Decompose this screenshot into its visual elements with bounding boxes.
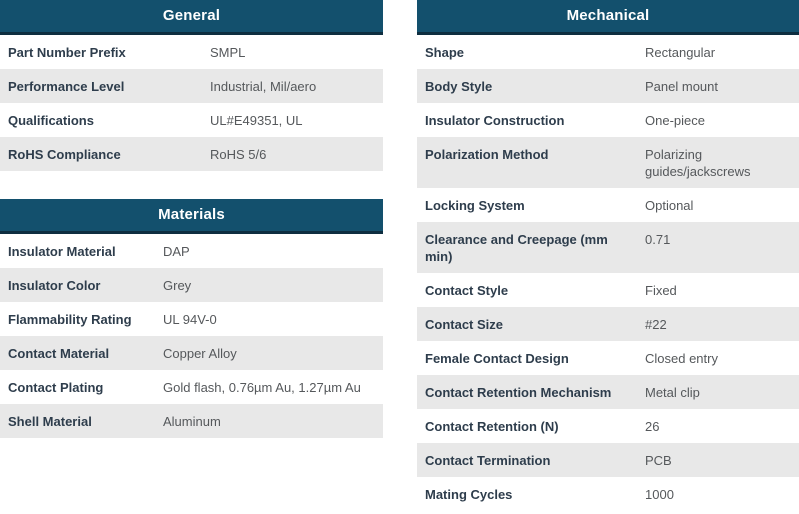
row-value: Fixed bbox=[645, 283, 677, 298]
table-row: RoHS Compliance RoHS 5/6 bbox=[0, 137, 383, 171]
row-label: Mating Cycles bbox=[425, 487, 513, 502]
row-label: Flammability Rating bbox=[8, 312, 132, 327]
row-value: 0.71 bbox=[645, 232, 671, 247]
table-row: Clearance and Creepage (mm min) 0.71 bbox=[417, 222, 799, 273]
table-row: Mating Cycles 1000 bbox=[417, 477, 799, 511]
row-value: Aluminum bbox=[163, 414, 221, 429]
table-row: Shape Rectangular bbox=[417, 35, 799, 69]
row-value: UL 94V-0 bbox=[163, 312, 217, 327]
row-value: Grey bbox=[163, 278, 192, 293]
row-label: Insulator Color bbox=[8, 278, 101, 293]
row-label: Locking System bbox=[425, 198, 525, 213]
row-label: Contact Size bbox=[425, 317, 504, 332]
mechanical-table-header: Mechanical bbox=[417, 0, 799, 35]
row-value: RoHS 5/6 bbox=[210, 147, 267, 162]
table-row: Contact Style Fixed bbox=[417, 273, 799, 307]
row-label: Part Number Prefix bbox=[8, 45, 126, 60]
row-label: Shape bbox=[425, 45, 465, 60]
row-label: Shell Material bbox=[8, 414, 92, 429]
table-row: Insulator Construction One-piece bbox=[417, 103, 799, 137]
row-label: Clearance and Creepage (mm min) bbox=[425, 232, 608, 264]
row-value: Metal clip bbox=[645, 385, 700, 400]
row-label: Body Style bbox=[425, 79, 493, 94]
row-value: Optional bbox=[645, 198, 694, 213]
row-value: Gold flash, 0.76µm Au, 1.27µm Au bbox=[163, 380, 361, 395]
table-row: Polarization Method Polarizing guides/jac… bbox=[417, 137, 799, 188]
general-table-rows: Part Number Prefix SMPL Performance Level I… bbox=[0, 35, 383, 171]
row-label: Performance Level bbox=[8, 79, 125, 94]
left-column: General Part Number Prefix SMPL Performanc… bbox=[0, 0, 383, 511]
mechanical-table-rows: Shape Rectangular Body Style Panel mount Ins… bbox=[417, 35, 799, 511]
row-value: #22 bbox=[645, 317, 667, 332]
mechanical-table: Mechanical Shape Rectangular Body Style Pan… bbox=[417, 0, 799, 511]
row-value: Industrial, Mil/aero bbox=[210, 79, 317, 94]
table-row: Contact Retention (N) 26 bbox=[417, 409, 799, 443]
table-row: Part Number Prefix SMPL bbox=[0, 35, 383, 69]
table-row: Contact Material Copper Alloy bbox=[0, 336, 383, 370]
table-row: Insulator Material DAP bbox=[0, 234, 383, 268]
row-label: Female Contact Design bbox=[425, 351, 569, 366]
materials-table-rows: Insulator Material DAP Insulator Color Grey… bbox=[0, 234, 383, 438]
row-label: Qualifications bbox=[8, 113, 94, 128]
mechanical-table-title: Mechanical bbox=[566, 7, 650, 24]
table-row: Contact Size #22 bbox=[417, 307, 799, 341]
general-table: General Part Number Prefix SMPL Performanc… bbox=[0, 0, 383, 171]
materials-table-title: Materials bbox=[158, 206, 225, 223]
row-value: Closed entry bbox=[645, 351, 718, 366]
row-value: One-piece bbox=[645, 113, 705, 128]
row-value: Copper Alloy bbox=[163, 346, 237, 361]
row-label: Contact Retention (N) bbox=[425, 419, 559, 434]
row-label: Contact Plating bbox=[8, 380, 104, 395]
table-row: Shell Material Aluminum bbox=[0, 404, 383, 438]
row-value: 26 bbox=[645, 419, 660, 434]
row-label: Contact Material bbox=[8, 346, 110, 361]
row-value: 1000 bbox=[645, 487, 674, 502]
materials-table: Materials Insulator Material DAP Insulator… bbox=[0, 199, 383, 438]
row-value: UL#E49351, UL bbox=[210, 113, 303, 128]
row-value: SMPL bbox=[210, 45, 246, 60]
materials-table-header: Materials bbox=[0, 199, 383, 234]
table-row: Body Style Panel mount bbox=[417, 69, 799, 103]
right-column: Mechanical Shape Rectangular Body Style Pan… bbox=[417, 0, 799, 511]
row-label: RoHS Compliance bbox=[8, 147, 121, 162]
row-value: Panel mount bbox=[645, 79, 718, 94]
table-row: Qualifications UL#E49351, UL bbox=[0, 103, 383, 137]
table-row: Insulator Color Grey bbox=[0, 268, 383, 302]
row-label: Polarization Method bbox=[425, 147, 549, 162]
table-row: Performance Level Industrial, Mil/aero bbox=[0, 69, 383, 103]
row-value: Rectangular bbox=[645, 45, 716, 60]
general-table-header: General bbox=[0, 0, 383, 35]
row-value: Polarizing guides/jackscrews bbox=[645, 147, 751, 179]
row-label: Contact Style bbox=[425, 283, 509, 298]
row-label: Insulator Material bbox=[8, 244, 116, 259]
table-row: Locking System Optional bbox=[417, 188, 799, 222]
table-row: Female Contact Design Closed entry bbox=[417, 341, 799, 375]
table-row: Contact Plating Gold flash, 0.76µm Au, 1.… bbox=[0, 370, 383, 404]
table-row: Flammability Rating UL 94V-0 bbox=[0, 302, 383, 336]
row-value: DAP bbox=[163, 244, 190, 259]
row-label: Contact Termination bbox=[425, 453, 551, 468]
row-label: Insulator Construction bbox=[425, 113, 565, 128]
general-table-title: General bbox=[162, 7, 221, 24]
row-value: PCB bbox=[645, 453, 672, 468]
table-row: Contact Retention Mechanism Metal clip bbox=[417, 375, 799, 409]
row-label: Contact Retention Mechanism bbox=[425, 385, 612, 400]
table-row: Contact Termination PCB bbox=[417, 443, 799, 477]
